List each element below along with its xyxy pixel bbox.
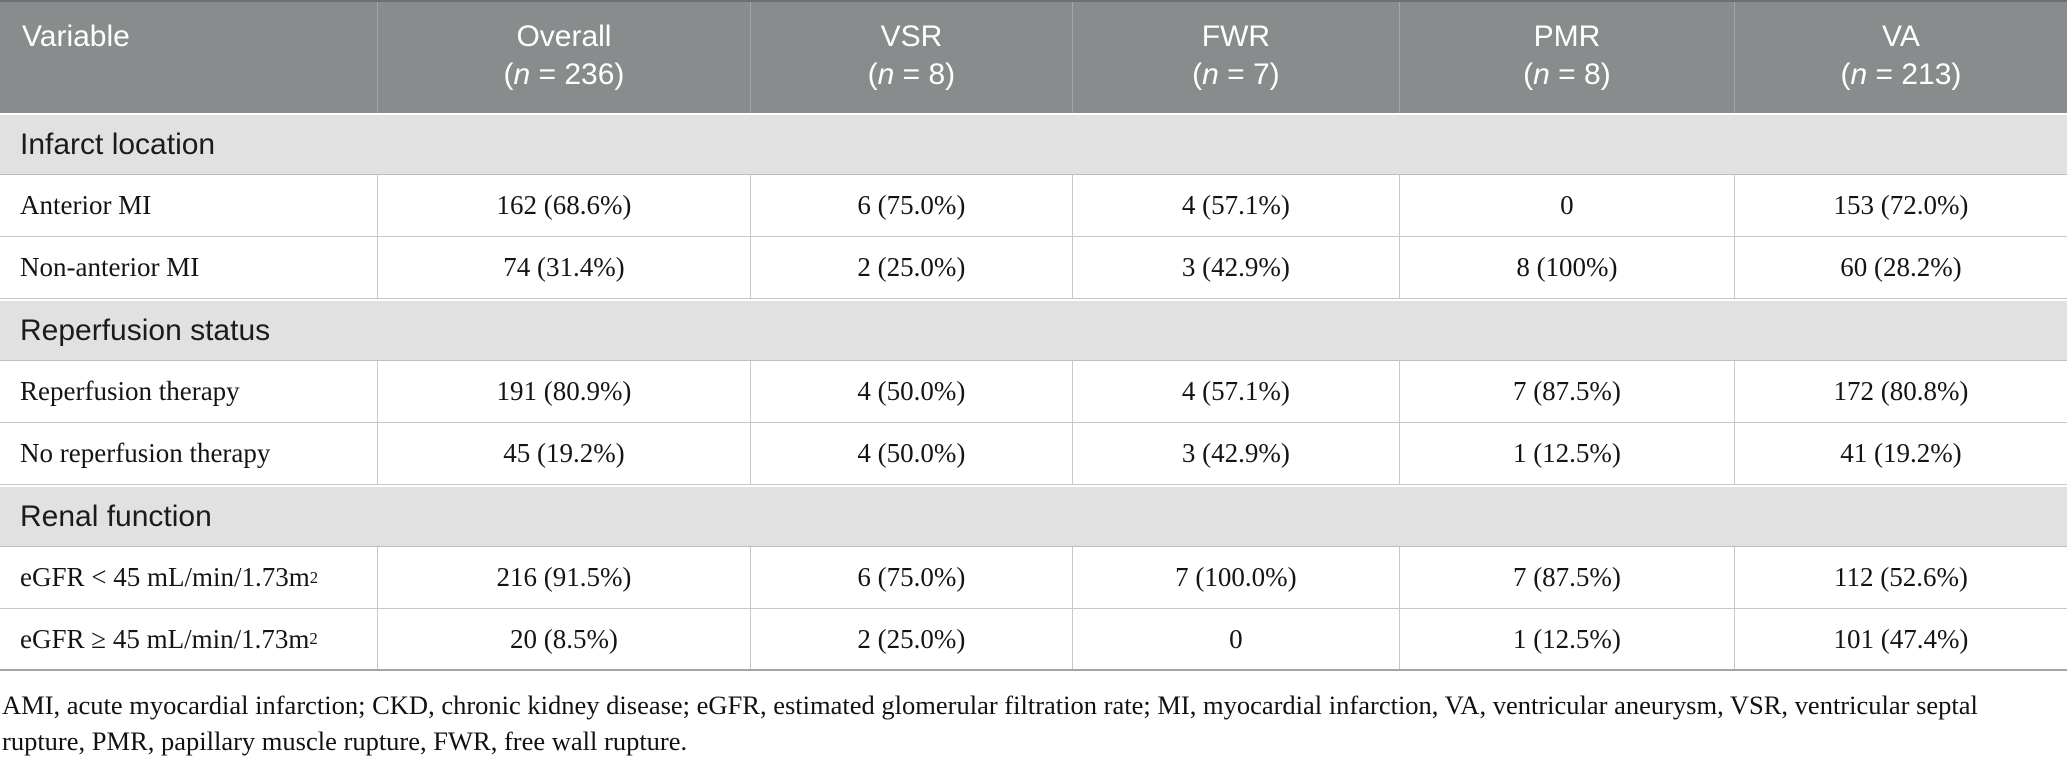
section-row-reperfusion-status: Reperfusion status xyxy=(0,299,2067,361)
cell-vsr: 2 (25.0%) xyxy=(749,609,1072,669)
cell-overall: 191 (80.9%) xyxy=(377,361,750,422)
n-value: = 8) xyxy=(894,58,956,91)
header-cell-pmr: PMR (n = 8) xyxy=(1398,2,1734,113)
table-row-egfr-ge-45: eGFR ≥ 45 mL/min/1.73m 2 20 (8.5%) 2 (25.… xyxy=(0,609,2067,671)
section-row-infarct-location: Infarct location xyxy=(0,113,2067,175)
section-row-renal-function: Renal function xyxy=(0,485,2067,547)
cell-va: 41 (19.2%) xyxy=(1733,423,2067,484)
row-label: Non-anterior MI xyxy=(0,237,377,298)
row-label: No reperfusion therapy xyxy=(0,423,377,484)
table-row-egfr-lt-45: eGFR < 45 mL/min/1.73m 2 216 (91.5%) 6 (7… xyxy=(0,547,2067,609)
row-label-text: Non-anterior MI xyxy=(20,252,200,282)
n-symbol: n xyxy=(1202,58,1219,91)
table-header-row: Variable Overall (n = 236) VSR (n = 8) F… xyxy=(0,2,2067,113)
n-open: ( xyxy=(867,58,878,91)
data-table: Variable Overall (n = 236) VSR (n = 8) F… xyxy=(0,0,2067,671)
cell-fwr: 4 (57.1%) xyxy=(1071,361,1399,422)
cell-vsr: 6 (75.0%) xyxy=(749,175,1072,236)
column-name: Overall xyxy=(516,20,612,53)
row-label: Reperfusion therapy xyxy=(0,361,377,422)
cell-pmr: 7 (87.5%) xyxy=(1398,547,1734,608)
column-n-count: (n = 8) xyxy=(1400,56,1734,94)
column-name: FWR xyxy=(1201,20,1271,53)
cell-va: 101 (47.4%) xyxy=(1733,609,2067,669)
cell-vsr: 4 (50.0%) xyxy=(749,423,1072,484)
cell-overall: 20 (8.5%) xyxy=(377,609,750,669)
row-label: Anterior MI xyxy=(0,175,377,236)
cell-overall: 74 (31.4%) xyxy=(377,237,750,298)
n-open: ( xyxy=(1523,58,1534,91)
cell-fwr: 3 (42.9%) xyxy=(1071,423,1399,484)
column-n-count: (n = 7) xyxy=(1073,56,1399,94)
section-title: Reperfusion status xyxy=(20,313,271,347)
cell-vsr: 4 (50.0%) xyxy=(749,361,1072,422)
row-label: eGFR < 45 mL/min/1.73m 2 xyxy=(20,562,319,592)
n-symbol: n xyxy=(513,58,531,91)
cell-fwr: 3 (42.9%) xyxy=(1071,237,1399,298)
n-open: ( xyxy=(1192,58,1203,91)
cell-vsr: 6 (75.0%) xyxy=(749,547,1072,608)
n-symbol: n xyxy=(1533,58,1550,91)
row-label-text: Anterior MI xyxy=(20,190,152,220)
table-row-anterior-mi: Anterior MI 162 (68.6%) 6 (75.0%) 4 (57.… xyxy=(0,175,2067,237)
column-name: VA xyxy=(1882,20,1920,53)
header-cell-variable: Variable xyxy=(22,20,130,53)
column-n-count: (n = 213) xyxy=(1735,56,2067,94)
n-value: = 8) xyxy=(1549,58,1611,91)
header-cell-overall: Overall (n = 236) xyxy=(377,2,750,113)
row-label-text: eGFR < 45 mL/min/1.73m xyxy=(20,562,310,592)
table-row-non-anterior-mi: Non-anterior MI 74 (31.4%) 2 (25.0%) 3 (… xyxy=(0,237,2067,299)
cell-fwr: 0 xyxy=(1071,609,1399,669)
column-n-count: (n = 236) xyxy=(378,56,750,94)
section-title: Infarct location xyxy=(20,127,216,161)
header-cell-fwr: FWR (n = 7) xyxy=(1071,2,1399,113)
row-label-text: eGFR ≥ 45 mL/min/1.73m xyxy=(20,623,310,654)
cell-pmr: 1 (12.5%) xyxy=(1398,423,1734,484)
n-value: = 213) xyxy=(1867,58,1962,91)
cell-va: 153 (72.0%) xyxy=(1733,175,2067,236)
cell-vsr: 2 (25.0%) xyxy=(749,237,1072,298)
cell-pmr: 0 xyxy=(1398,175,1734,236)
cell-va: 60 (28.2%) xyxy=(1733,237,2067,298)
n-symbol: n xyxy=(877,58,895,91)
row-label: eGFR ≥ 45 mL/min/1.73m 2 xyxy=(20,623,318,654)
table-row-no-reperfusion-therapy: No reperfusion therapy 45 (19.2%) 4 (50.… xyxy=(0,423,2067,485)
cell-overall: 216 (91.5%) xyxy=(377,547,750,608)
cell-fwr: 4 (57.1%) xyxy=(1071,175,1399,236)
column-n-count: (n = 8) xyxy=(751,56,1072,94)
n-value: = 7) xyxy=(1218,58,1280,91)
table-footnote: AMI, acute myocardial infarction; CKD, c… xyxy=(2,690,1978,756)
n-value: = 236) xyxy=(530,58,625,91)
cell-va: 112 (52.6%) xyxy=(1733,547,2067,608)
cell-pmr: 8 (100%) xyxy=(1398,237,1734,298)
cell-fwr: 7 (100.0%) xyxy=(1071,547,1399,608)
cell-va: 172 (80.8%) xyxy=(1733,361,2067,422)
cell-overall: 162 (68.6%) xyxy=(377,175,750,236)
section-title: Renal function xyxy=(20,499,212,533)
column-name: PMR xyxy=(1533,20,1601,53)
cell-pmr: 1 (12.5%) xyxy=(1398,609,1734,669)
n-symbol: n xyxy=(1850,58,1868,91)
n-open: ( xyxy=(503,58,514,91)
cell-pmr: 7 (87.5%) xyxy=(1398,361,1734,422)
n-open: ( xyxy=(1840,58,1851,91)
table-row-reperfusion-therapy: Reperfusion therapy 191 (80.9%) 4 (50.0%… xyxy=(0,361,2067,423)
header-cell-va: VA (n = 213) xyxy=(1733,2,2067,113)
cell-overall: 45 (19.2%) xyxy=(377,423,750,484)
row-label-text: Reperfusion therapy xyxy=(20,376,240,406)
row-label-text: No reperfusion therapy xyxy=(20,438,271,468)
column-name: VSR xyxy=(880,20,943,53)
header-cell-vsr: VSR (n = 8) xyxy=(749,2,1072,113)
